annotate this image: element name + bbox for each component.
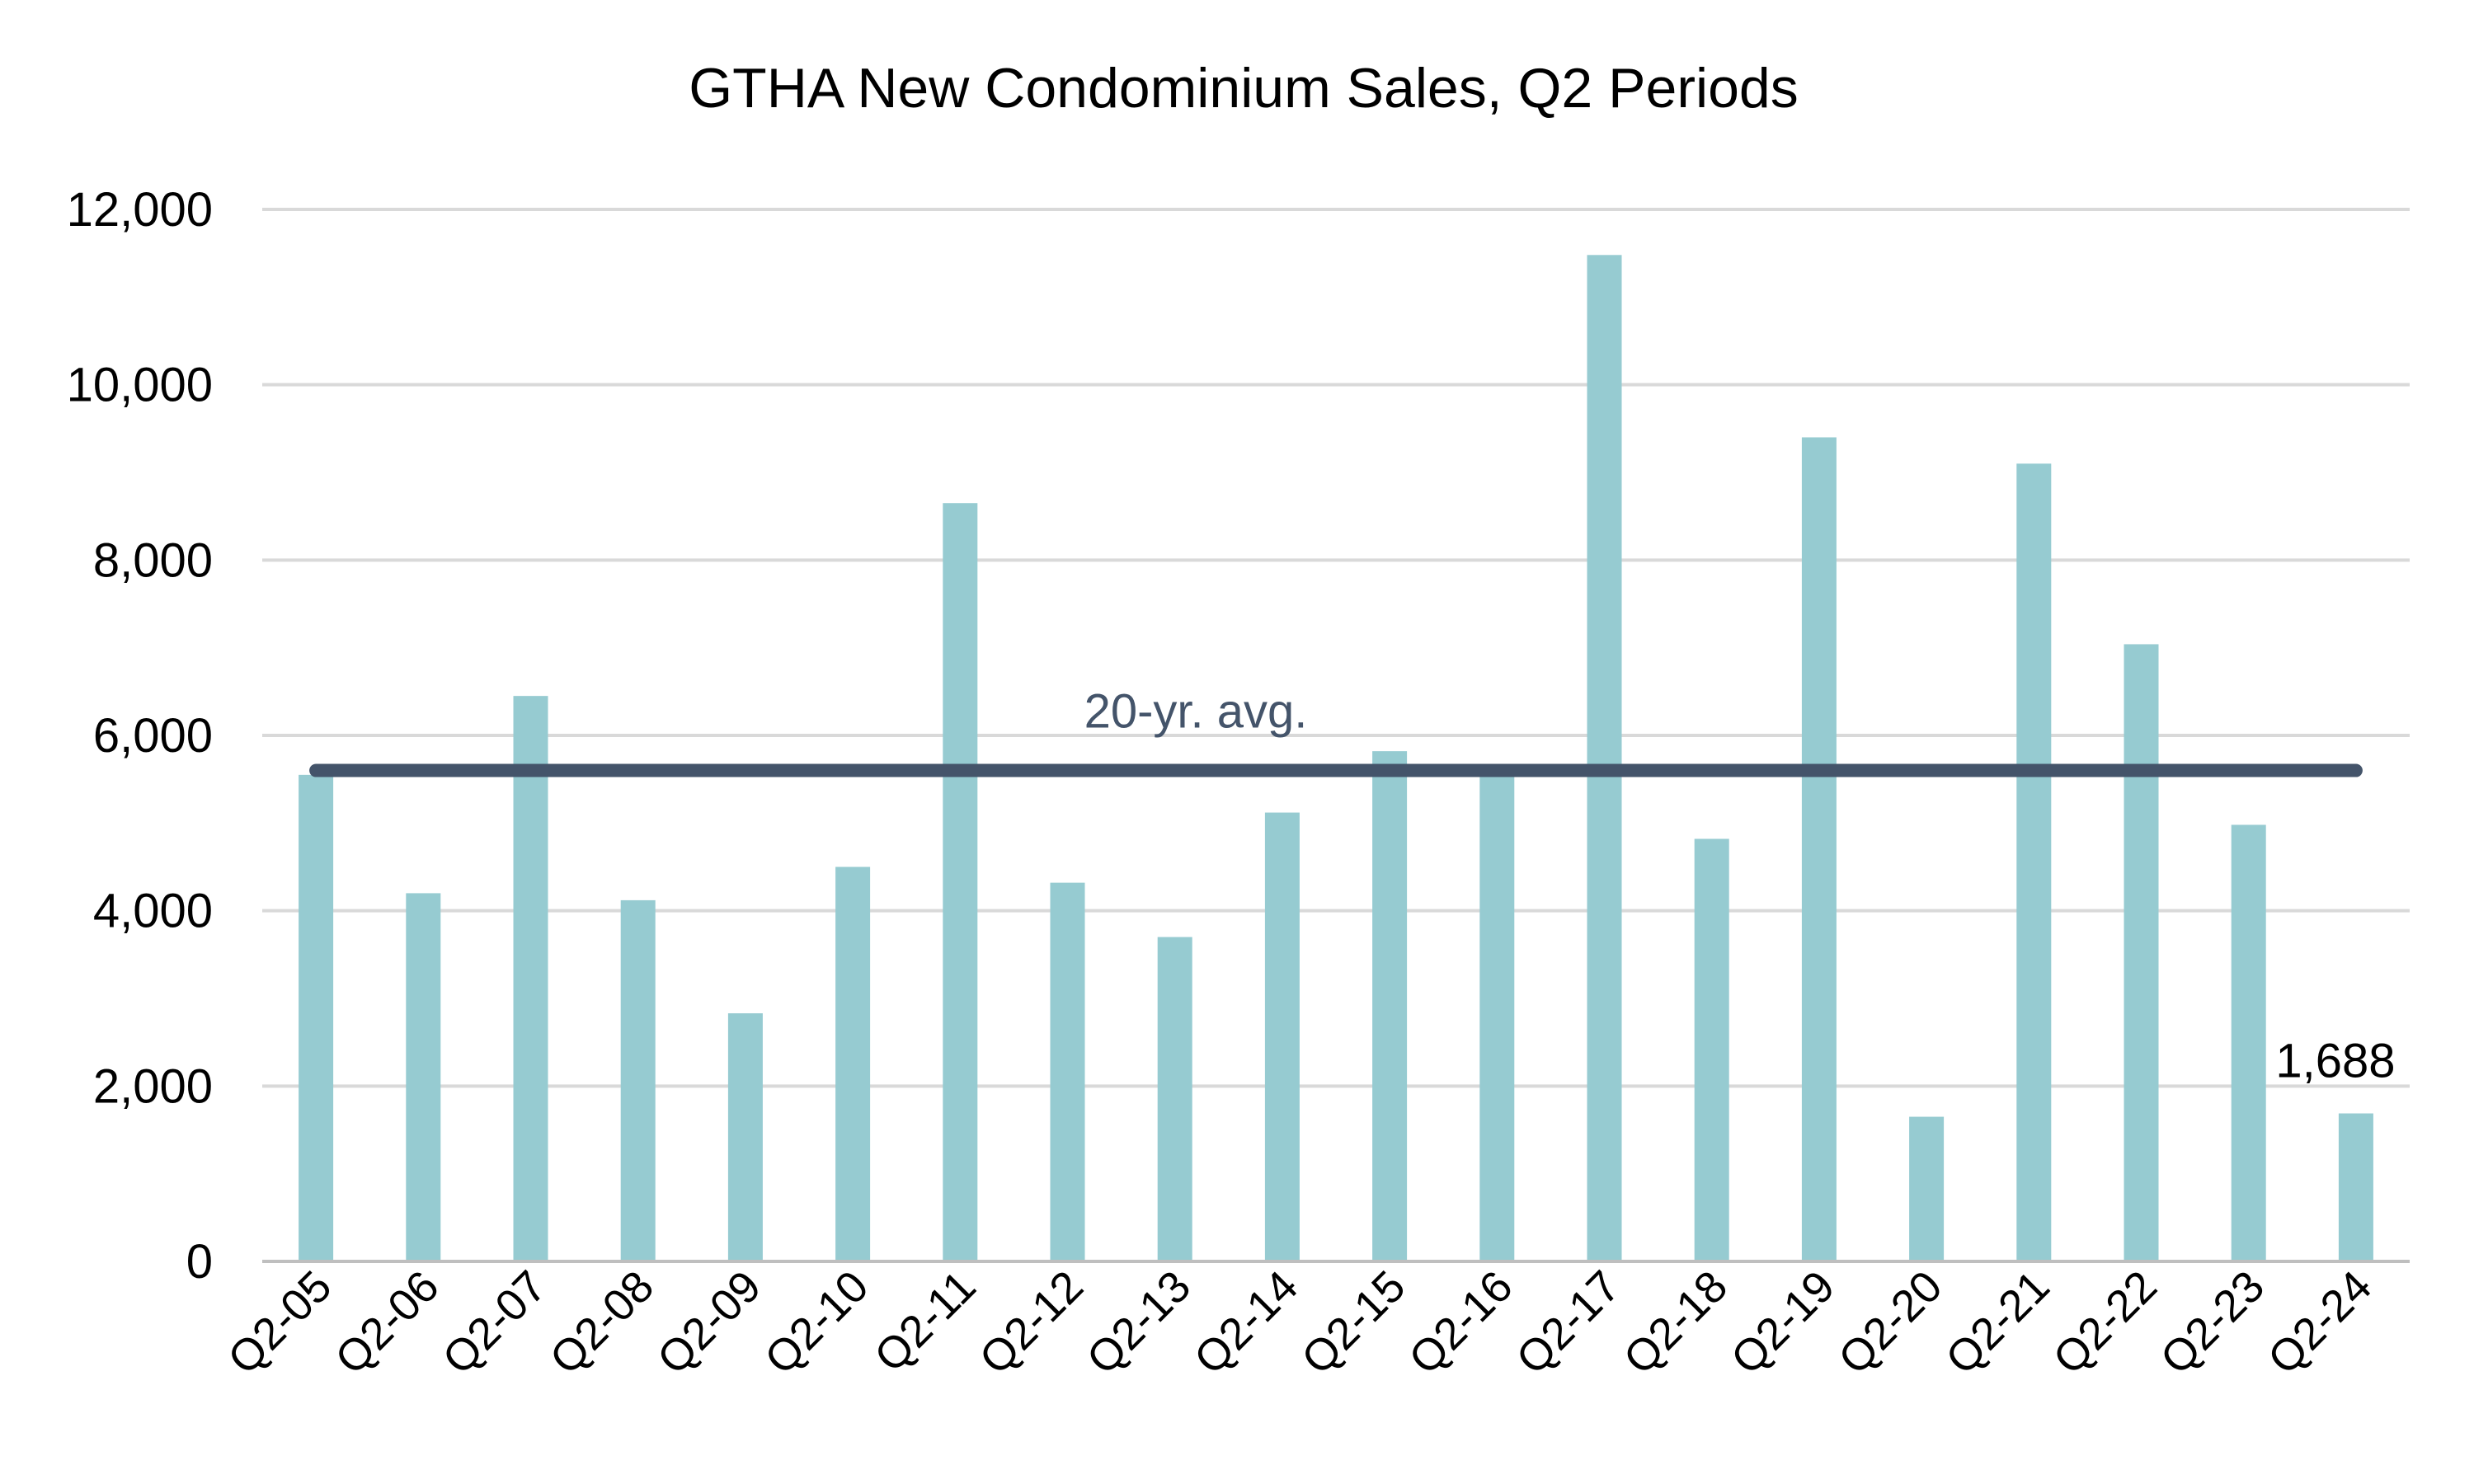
x-tick-label: Q2-12	[970, 1261, 1093, 1384]
x-tick-label: Q2-14	[1185, 1261, 1308, 1384]
x-tick-label: Q2-21	[1936, 1261, 2059, 1384]
x-tick-label: Q2-20	[1829, 1261, 1952, 1384]
data-labels: 1,688	[2275, 1035, 2395, 1088]
bar-q2-22	[2124, 644, 2159, 1261]
y-tick-label: 2,000	[93, 1059, 213, 1113]
y-tick-label: 4,000	[93, 885, 213, 938]
x-tick-label: Q2-05	[219, 1261, 341, 1384]
data-label: 1,688	[2275, 1035, 2395, 1088]
bar-q2-18	[1694, 838, 1729, 1261]
x-tick-label: Q2-19	[1722, 1261, 1845, 1384]
bar-q2-12	[1050, 882, 1085, 1261]
bar-q2-20	[1909, 1116, 1945, 1261]
chart-title: GTHA New Condominium Sales, Q2 Periods	[689, 57, 1798, 120]
y-tick-label: 8,000	[93, 533, 213, 587]
x-tick-label: Q2-13	[1078, 1261, 1201, 1384]
bar-q2-19	[1801, 437, 1837, 1261]
bar-q2-05	[299, 774, 334, 1261]
y-tick-label: 12,000	[67, 183, 213, 237]
bar-q2-14	[1264, 812, 1300, 1261]
gridlines	[262, 208, 2410, 1088]
x-tick-label: Q2-24	[2259, 1261, 2382, 1384]
x-tick-label: Q2-16	[1399, 1261, 1522, 1384]
bar-q2-24	[2338, 1113, 2373, 1261]
bar-q2-16	[1479, 774, 1515, 1261]
bar-q2-21	[2016, 463, 2052, 1261]
bar-q2-13	[1157, 937, 1192, 1261]
bar-q2-08	[620, 899, 656, 1261]
bar-q2-07	[513, 696, 548, 1261]
x-tick-label: Q2-23	[2152, 1261, 2274, 1384]
x-tick-label: Q2-22	[2044, 1261, 2166, 1384]
bar-q2-17	[1587, 255, 1622, 1261]
y-tick-label: 6,000	[93, 709, 213, 763]
average-line-label: 20-yr. avg.	[1084, 685, 1308, 739]
x-tick-label: Q2-18	[1615, 1261, 1738, 1384]
bar-q2-15	[1372, 751, 1408, 1261]
bars	[299, 255, 2373, 1261]
bar-q2-11	[943, 503, 978, 1261]
x-tick-label: Q2-15	[1292, 1261, 1415, 1384]
bar-q2-06	[406, 893, 441, 1261]
y-tick-label: 0	[186, 1235, 213, 1289]
x-tick-label: Q2-11	[865, 1261, 985, 1382]
y-tick-label: 10,000	[67, 359, 213, 412]
x-tick-label: Q2-17	[1507, 1261, 1630, 1384]
x-tick-label: Q2-07	[433, 1261, 556, 1384]
bar-q2-23	[2231, 824, 2266, 1261]
x-axis-ticks: Q2-05Q2-06Q2-07Q2-08Q2-09Q2-10Q2-11Q2-12…	[219, 1261, 2381, 1384]
bar-q2-10	[835, 866, 871, 1261]
x-tick-label: Q2-10	[755, 1261, 878, 1384]
x-tick-label: Q2-06	[326, 1261, 449, 1384]
bar-q2-09	[727, 1013, 763, 1261]
x-tick-label: Q2-09	[648, 1261, 771, 1384]
x-tick-label: Q2-08	[541, 1261, 664, 1384]
y-axis-ticks: 0 2,000 4,000 6,000 8,000 10,000 12,000	[67, 183, 213, 1289]
